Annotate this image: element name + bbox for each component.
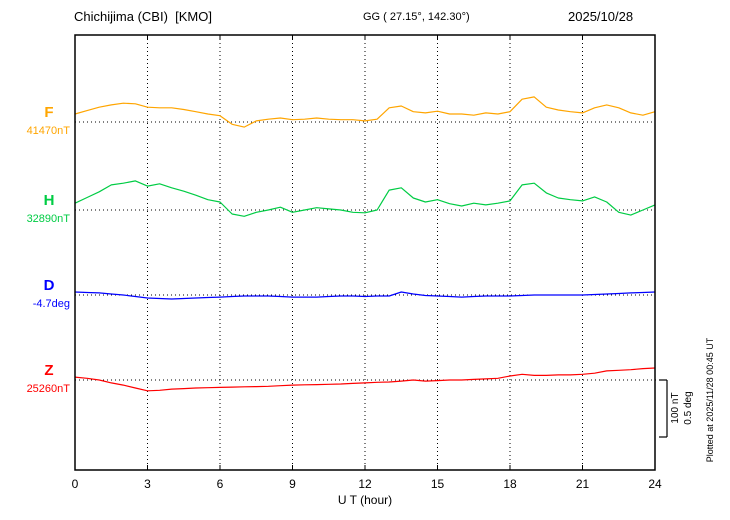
scale-label-deg: 0.5 deg xyxy=(682,391,694,425)
tick-label-12: 12 xyxy=(358,477,372,491)
plot-date: 2025/10/28 xyxy=(568,9,634,24)
tick-label-3: 3 xyxy=(144,477,151,491)
trace-label-Z: Z xyxy=(44,362,54,379)
plotted-at-note: Plotted at 2025/11/28 00:45 UT xyxy=(705,337,715,463)
trace-F xyxy=(74,96,656,128)
trace-label-H: H xyxy=(43,192,55,209)
trace-label-D: D xyxy=(43,277,55,294)
baseline-value-D: -4.7deg xyxy=(32,298,70,310)
scale-bar-labels: 100 nT 0.5 deg xyxy=(670,378,696,438)
tick-label-24: 24 xyxy=(648,477,662,491)
tick-label-21: 21 xyxy=(576,477,590,491)
trace-label-F: F xyxy=(44,104,54,121)
trace-D xyxy=(74,291,656,300)
plot-border xyxy=(74,34,656,471)
tick-label-6: 6 xyxy=(217,477,224,491)
baseline-value-Z: 25260nT xyxy=(26,383,70,395)
geographic-coords: GG ( 27.15°, 142.30°) xyxy=(363,11,470,23)
trace-H xyxy=(74,180,656,217)
scale-label-nt: 100 nT xyxy=(670,392,681,424)
baseline-value-F: 41470nT xyxy=(26,125,70,137)
x-axis-label: U T (hour) xyxy=(338,493,392,507)
tick-label-9: 9 xyxy=(289,477,296,491)
tick-label-15: 15 xyxy=(431,477,445,491)
tick-label-18: 18 xyxy=(503,477,517,491)
tick-label-0: 0 xyxy=(72,477,79,491)
baseline-value-H: 32890nT xyxy=(26,213,70,225)
trace-Z xyxy=(74,367,656,392)
station-title: Chichijima (CBI) [KMO] xyxy=(74,9,212,24)
